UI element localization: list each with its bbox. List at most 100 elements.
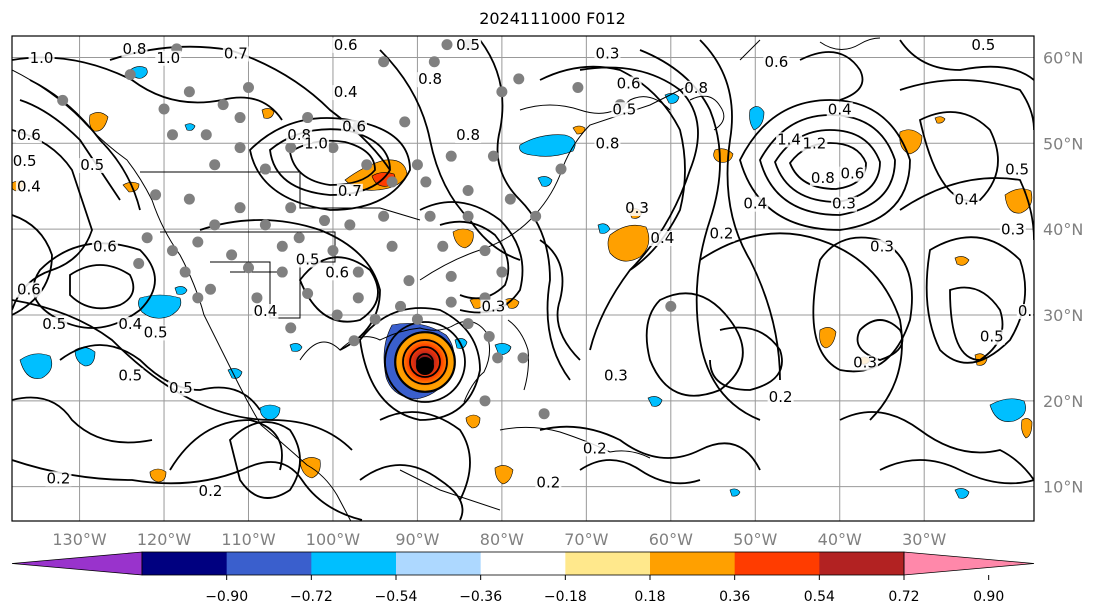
- contour-label-bg: [581, 441, 608, 457]
- longitude-axis: 130°W 120°W 110°W 100°W 90°W 80°W 70°W 60°W 50°W…: [52, 530, 946, 549]
- station-dot: [411, 313, 423, 325]
- station-dot: [386, 176, 398, 188]
- shade-patch: [259, 404, 281, 421]
- colorbar-segment: [226, 552, 312, 575]
- contour-line: [709, 326, 783, 391]
- contour-label-bg: [809, 170, 836, 186]
- contour-label: 0.5: [971, 36, 995, 54]
- shade-patch: [261, 108, 275, 119]
- contour-label: 1.0: [304, 135, 328, 153]
- station-dot: [513, 73, 525, 85]
- station-dot: [462, 210, 474, 222]
- contour-label: 1.2: [802, 135, 826, 153]
- station-dot: [302, 288, 314, 300]
- station-dot: [445, 270, 457, 282]
- station-dot: [293, 232, 305, 244]
- contour-line: [12, 396, 153, 444]
- coastline: [819, 37, 881, 50]
- contour-label-bg: [826, 102, 853, 118]
- station-dot: [487, 150, 499, 162]
- contour-label-bg: [332, 85, 359, 101]
- station-dot: [141, 232, 153, 244]
- station-dot: [217, 99, 229, 111]
- map-background: [12, 36, 1034, 521]
- shade-patch: [184, 123, 196, 131]
- shade-patch: [504, 298, 520, 309]
- shade-patch: [174, 286, 188, 295]
- colorbar-tick-label: −0.36: [459, 589, 502, 605]
- contour-label-bg: [303, 136, 330, 152]
- station-dot: [352, 292, 364, 304]
- colorbar-min-extend: [11, 551, 143, 576]
- contour-label: 0.3: [625, 199, 649, 217]
- shade-patch: [989, 398, 1026, 422]
- contour-ring: [402, 339, 448, 385]
- station-dot: [492, 352, 504, 364]
- contour-label: 0.8: [684, 79, 708, 97]
- contour-label: 0.6: [840, 165, 864, 183]
- contour-line: [699, 39, 781, 381]
- contour-label: 0.2: [536, 474, 560, 492]
- station-dot: [496, 266, 508, 278]
- contour-line: [29, 79, 141, 211]
- contour-label: 0.4: [828, 100, 852, 118]
- contour-line: [359, 464, 464, 521]
- shade-patch: [954, 256, 970, 266]
- station-dot: [665, 300, 677, 312]
- station-dot: [344, 219, 356, 231]
- station-dot: [302, 112, 314, 124]
- contour-label: 0.8: [418, 70, 442, 88]
- contour-label: 0.6: [17, 281, 41, 299]
- station-dot: [331, 309, 343, 321]
- contour-ring: [409, 346, 441, 378]
- contour-label-bg: [332, 37, 359, 53]
- colorbar-tick-label: 0.90: [973, 589, 1004, 605]
- contour-line: [899, 39, 1034, 81]
- contour-label: 0.2: [583, 439, 607, 457]
- station-dot: [166, 245, 178, 257]
- contour-label: 0.2: [769, 388, 793, 406]
- contour-ring: [384, 321, 466, 403]
- contour-label: 0.5: [13, 152, 37, 170]
- contour-label: 0.4: [955, 190, 979, 208]
- colorbar-segment: [480, 552, 566, 575]
- contour-line: [12, 459, 363, 521]
- station-dot: [441, 39, 453, 51]
- contour-line: [774, 129, 881, 203]
- colorbar-segment: [650, 552, 736, 575]
- station-dot: [479, 395, 491, 407]
- station-dot: [285, 202, 297, 214]
- station-dot: [183, 86, 195, 98]
- storm-eye: [416, 357, 434, 375]
- contour-label-bg: [602, 368, 629, 384]
- contour-label-bg: [45, 471, 72, 487]
- contour-label-bg: [649, 231, 676, 247]
- station-dot: [555, 163, 567, 175]
- station-dot: [192, 236, 204, 248]
- contour-label-bg: [142, 325, 169, 341]
- contour-line: [899, 79, 1034, 131]
- shade-patch: [89, 112, 109, 132]
- shade-patch: [729, 488, 741, 497]
- contour-line: [799, 51, 864, 101]
- contour-line: [579, 66, 699, 351]
- station-dot: [192, 292, 204, 304]
- contour-line: [12, 299, 353, 451]
- shade-patch: [1021, 418, 1033, 439]
- contour-label: 0.5: [80, 156, 104, 174]
- station-dot: [226, 249, 238, 261]
- coastline: [519, 96, 671, 114]
- colorbar: −0.90 −0.72 −0.54 −0.36 −0.18 0.18 0.36 0.54 0.7…: [11, 551, 1035, 605]
- contour-label: 0.3: [853, 353, 877, 371]
- contour-label-bg: [79, 158, 106, 174]
- station-dot: [285, 142, 297, 154]
- contour-label-bg: [15, 282, 42, 298]
- station-dot: [420, 176, 432, 188]
- station-dot: [200, 129, 212, 141]
- coastline: [299, 320, 490, 403]
- station-dot: [285, 322, 297, 334]
- station-dot: [386, 240, 398, 252]
- contour-label-bg: [41, 316, 68, 332]
- contour-label-bg: [324, 265, 351, 281]
